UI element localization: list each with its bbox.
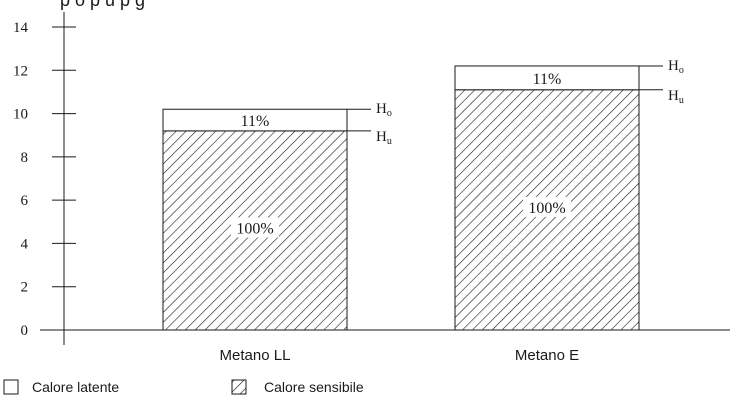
category-labels: Metano LL Metano E (220, 347, 580, 364)
level-label-top: Ho (376, 101, 392, 119)
y-tick-label: 4 (21, 236, 29, 252)
level-label-top: Ho (668, 58, 684, 76)
bar-sensible-label-0: 100% (236, 220, 273, 237)
level-label-bottom: Hu (376, 129, 392, 147)
category-label-0: Metano LL (220, 347, 291, 364)
y-tick-label: 6 (21, 193, 29, 209)
bar-latent-1 (454, 65, 640, 91)
legend: Calore latente Calore sensibile (3, 379, 364, 395)
level-label-sub: o (679, 65, 684, 76)
svg-text:p o p: p o p u p g (60, 0, 145, 10)
y-tick-label: 8 (21, 150, 29, 166)
level-label-sub: u (387, 136, 392, 147)
bar-latent-label-0: 11% (241, 113, 270, 130)
y-tick-label: 12 (13, 63, 28, 79)
legend-swatch-sensible (231, 379, 247, 395)
level-label-main: H (668, 88, 679, 104)
level-label-sub: u (679, 95, 684, 106)
category-label-1: Metano E (515, 347, 579, 364)
label-backdrop (231, 217, 279, 238)
y-tick-label: 10 (13, 107, 28, 123)
level-label-bottom: Hu (668, 88, 684, 106)
y-tick-label: 0 (21, 323, 29, 339)
legend-swatch-latent (3, 379, 19, 395)
bar-latent-0 (162, 108, 348, 132)
y-tick-label: 2 (21, 280, 29, 296)
y-ticks: 0 2 4 6 8 10 12 14 (13, 20, 76, 339)
bar-latent-label-1: 11% (533, 71, 562, 88)
clipped-title-fragment: p o p u p g (60, 0, 145, 10)
level-label-main: H (376, 101, 387, 117)
bar-sensible-label-1: 100% (528, 200, 565, 217)
level-label-main: H (376, 129, 387, 145)
y-tick-label: 14 (13, 20, 29, 36)
level-label-sub: o (387, 108, 392, 119)
label-backdrop (523, 196, 571, 217)
legend-label-latent: Calore latente (32, 379, 119, 395)
legend-label-sensible: Calore sensibile (264, 379, 364, 395)
level-label-main: H (668, 58, 679, 74)
